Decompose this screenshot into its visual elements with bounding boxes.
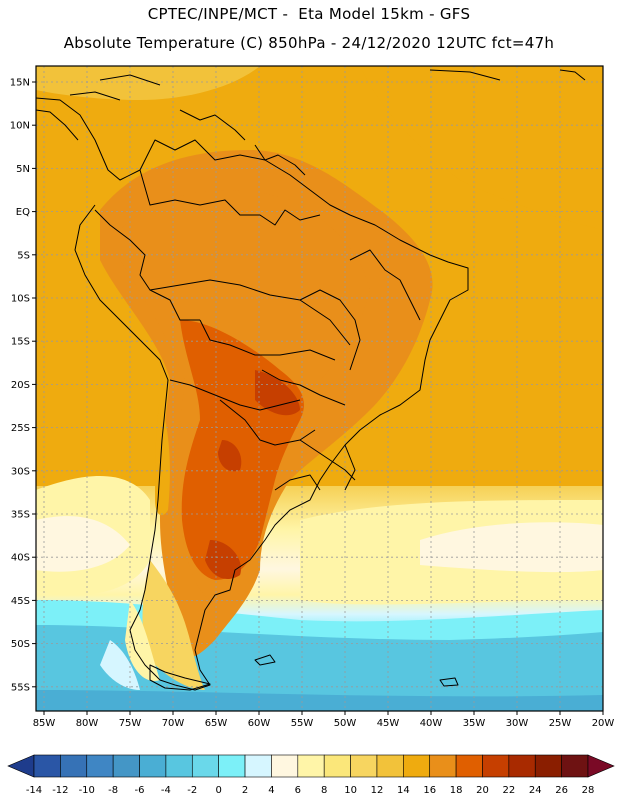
colorbar-swatch <box>60 754 88 778</box>
colorbar-swatch <box>482 754 510 778</box>
temperature-field <box>36 66 603 711</box>
colorbar-swatch <box>323 754 351 778</box>
coastlines-and-borders <box>35 69 586 691</box>
colorbar-swatch <box>508 754 536 778</box>
lat-label: 55S <box>11 682 30 693</box>
lat-label: 10N <box>10 121 30 132</box>
colorbar-swatch <box>86 754 114 778</box>
colorbar-label: 10 <box>344 785 357 796</box>
lon-label: 40W <box>420 718 443 729</box>
colorbar-swatch <box>271 754 299 778</box>
lat-label: 15S <box>11 337 30 348</box>
colorbar-label: -12 <box>52 785 68 796</box>
lon-label: 75W <box>119 718 142 729</box>
lon-label: 25W <box>549 718 572 729</box>
colorbar-label: 14 <box>397 785 410 796</box>
colorbar-swatch <box>218 754 246 778</box>
lat-label: 5S <box>17 250 30 261</box>
lon-label: 60W <box>248 718 271 729</box>
colorbar-swatch <box>165 754 193 778</box>
longitude-labels: 85W 80W 75W 70W 65W 60W 55W 50W 45W 40W 35W 30W 25W 2… <box>33 711 615 729</box>
lon-label: 30W <box>506 718 529 729</box>
lon-label: 85W <box>33 718 56 729</box>
lon-label: 65W <box>205 718 228 729</box>
lat-label: 20S <box>11 380 30 391</box>
colorbar-label: 22 <box>502 785 515 796</box>
colorbar-swatch <box>297 754 325 778</box>
title-line-1: CPTEC/INPE/MCT - Eta Model 15km - GFS <box>147 5 471 23</box>
lat-label: 40S <box>11 553 30 564</box>
lat-label: 10S <box>11 294 30 305</box>
colorbar-label: 2 <box>242 785 248 796</box>
colorbar-label: 18 <box>450 785 463 796</box>
colorbar-swatch <box>139 754 167 778</box>
colorbar-low-arrow <box>7 754 35 778</box>
colorbar <box>7 754 615 778</box>
lat-label: EQ <box>16 207 30 218</box>
colorbar-label: 16 <box>423 785 436 796</box>
colorbar-label: 28 <box>582 785 595 796</box>
map-frame <box>35 65 604 712</box>
colorbar-label: 26 <box>555 785 568 796</box>
colorbar-swatch <box>350 754 378 778</box>
colorbar-label: -14 <box>26 785 42 796</box>
latitude-labels: 15N 10N 5N EQ 5S 10S 15S 20S 25S 30S 35S 40S 45S 50S 5… <box>10 78 36 693</box>
colorbar-label: 4 <box>268 785 274 796</box>
colorbar-swatch <box>403 754 431 778</box>
colorbar-swatch <box>455 754 483 778</box>
lat-label: 35S <box>11 510 30 521</box>
colorbar-label: 12 <box>371 785 384 796</box>
colorbar-swatch <box>112 754 140 778</box>
colorbar-label: 0 <box>215 785 221 796</box>
colorbar-swatch <box>429 754 457 778</box>
lon-label: 50W <box>334 718 357 729</box>
colorbar-swatch <box>244 754 272 778</box>
colorbar-swatch <box>561 754 589 778</box>
colorbar-label: -10 <box>79 785 95 796</box>
colorbar-labels: -14 -12 -10 -8 -6 -4 -2 0 2 4 6 8 10 12 14 16 18 20 22 24 26… <box>26 785 595 796</box>
colorbar-high-arrow <box>587 754 615 778</box>
colorbar-label: -2 <box>187 785 197 796</box>
lat-label: 25S <box>11 423 30 434</box>
colorbar-swatch <box>33 754 61 778</box>
colorbar-label: 8 <box>321 785 327 796</box>
colorbar-label: -4 <box>161 785 171 796</box>
colorbar-label: -6 <box>135 785 145 796</box>
title-line-2: Absolute Temperature (C) 850hPa - 24/12/… <box>63 34 555 52</box>
colorbar-swatch <box>534 754 562 778</box>
colorbar-label: 24 <box>529 785 542 796</box>
lon-label: 35W <box>463 718 486 729</box>
lat-label: 45S <box>11 596 30 607</box>
colorbar-swatch <box>376 754 404 778</box>
lat-label: 15N <box>10 78 30 89</box>
lon-label: 80W <box>76 718 99 729</box>
lat-label: 30S <box>11 466 30 477</box>
lon-label: 45W <box>377 718 400 729</box>
lat-label: 50S <box>11 639 30 650</box>
colorbar-label: -8 <box>108 785 118 796</box>
colorbar-label: 20 <box>476 785 489 796</box>
colorbar-swatch <box>191 754 219 778</box>
lat-label: 5N <box>16 164 30 175</box>
lon-label: 20W <box>592 718 615 729</box>
colorbar-label: 6 <box>295 785 301 796</box>
lon-label: 55W <box>291 718 314 729</box>
lon-label: 70W <box>162 718 185 729</box>
